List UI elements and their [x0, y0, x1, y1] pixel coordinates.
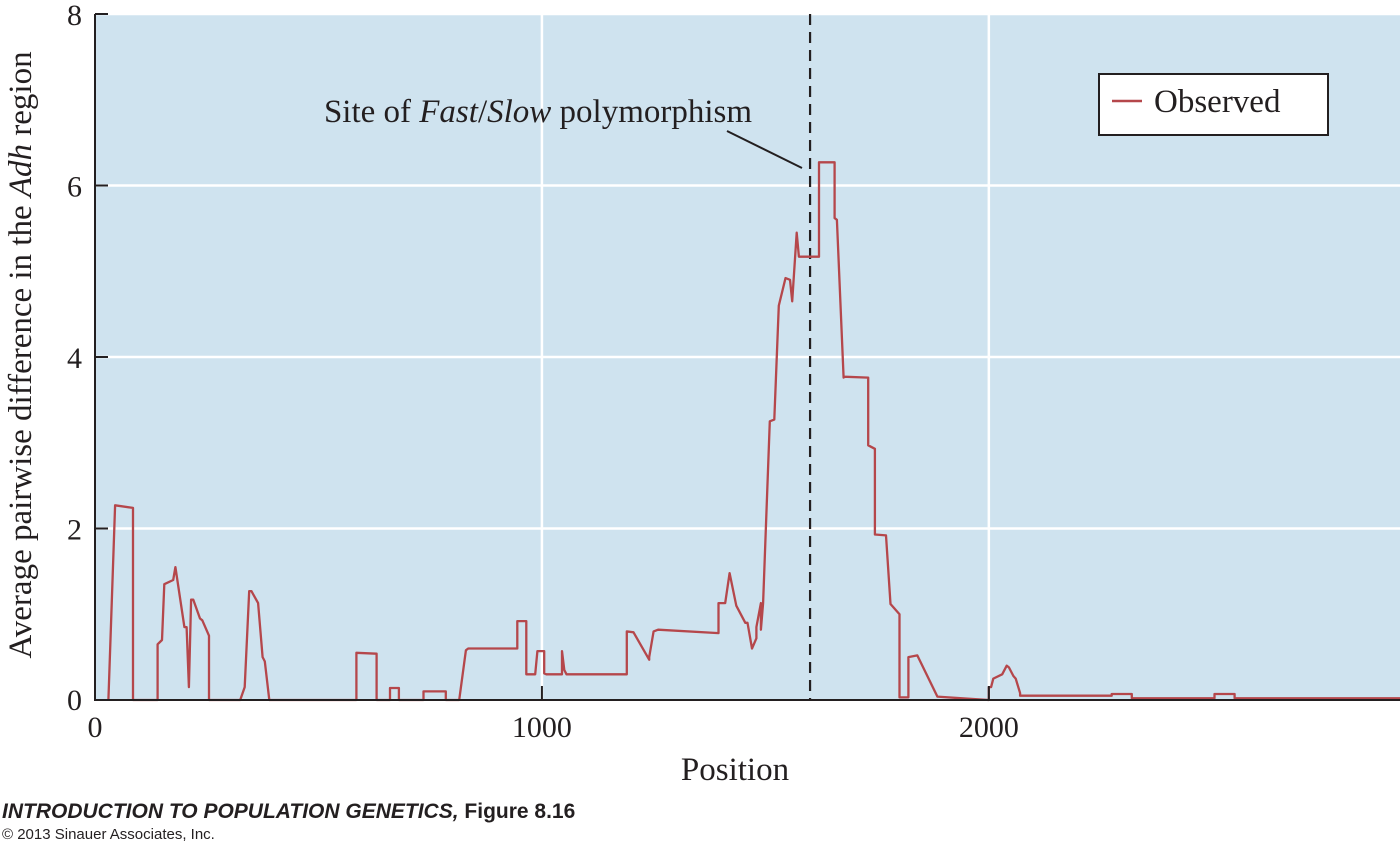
copyright-notice: © 2013 Sinauer Associates, Inc. — [2, 826, 215, 843]
annotation-slow: Slow — [487, 94, 551, 130]
y-tick-label: 2 — [67, 514, 82, 547]
annotation-part-5: polymorphism — [551, 94, 752, 130]
axis-ticks: 0 2 4 6 8 0 1000 2000 — [67, 0, 1019, 744]
y-tick-label: 8 — [67, 0, 82, 32]
figure-number: Figure 8.16 — [458, 800, 576, 823]
y-axis-label-part-1: Average pairwise difference in the — [3, 197, 39, 658]
y-axis-label-part-3: region — [3, 51, 39, 144]
annotation-leader-line — [726, 130, 803, 169]
y-axis-label: Average pairwise difference in the Adh r… — [3, 51, 39, 658]
annotation-fast: Fast — [418, 94, 479, 130]
x-axis-label: Position — [681, 752, 789, 788]
annotation-slash: / — [478, 94, 488, 130]
x-tick-label: 2000 — [959, 711, 1019, 744]
y-axis-label-gene: Adh — [3, 144, 39, 199]
x-tick-label: 1000 — [512, 711, 572, 744]
series-line-observed — [107, 161, 1400, 702]
annotation-part-1: Site of — [324, 94, 419, 130]
y-tick-label: 4 — [67, 342, 82, 375]
y-tick-label: 0 — [67, 684, 82, 717]
y-tick-label: 6 — [67, 171, 82, 204]
figure-caption: INTRODUCTION TO POPULATION GENETICS, Fig… — [2, 800, 575, 824]
gridlines — [95, 12, 1400, 700]
book-title: INTRODUCTION TO POPULATION GENETICS, — [2, 800, 459, 823]
legend-label-observed: Observed — [1154, 84, 1281, 120]
polymorphism-annotation: Site of Fast/Slow polymorphism — [324, 94, 752, 130]
legend-box — [1098, 73, 1329, 136]
x-tick-label: 0 — [88, 711, 103, 744]
legend: Observed — [1098, 73, 1329, 136]
